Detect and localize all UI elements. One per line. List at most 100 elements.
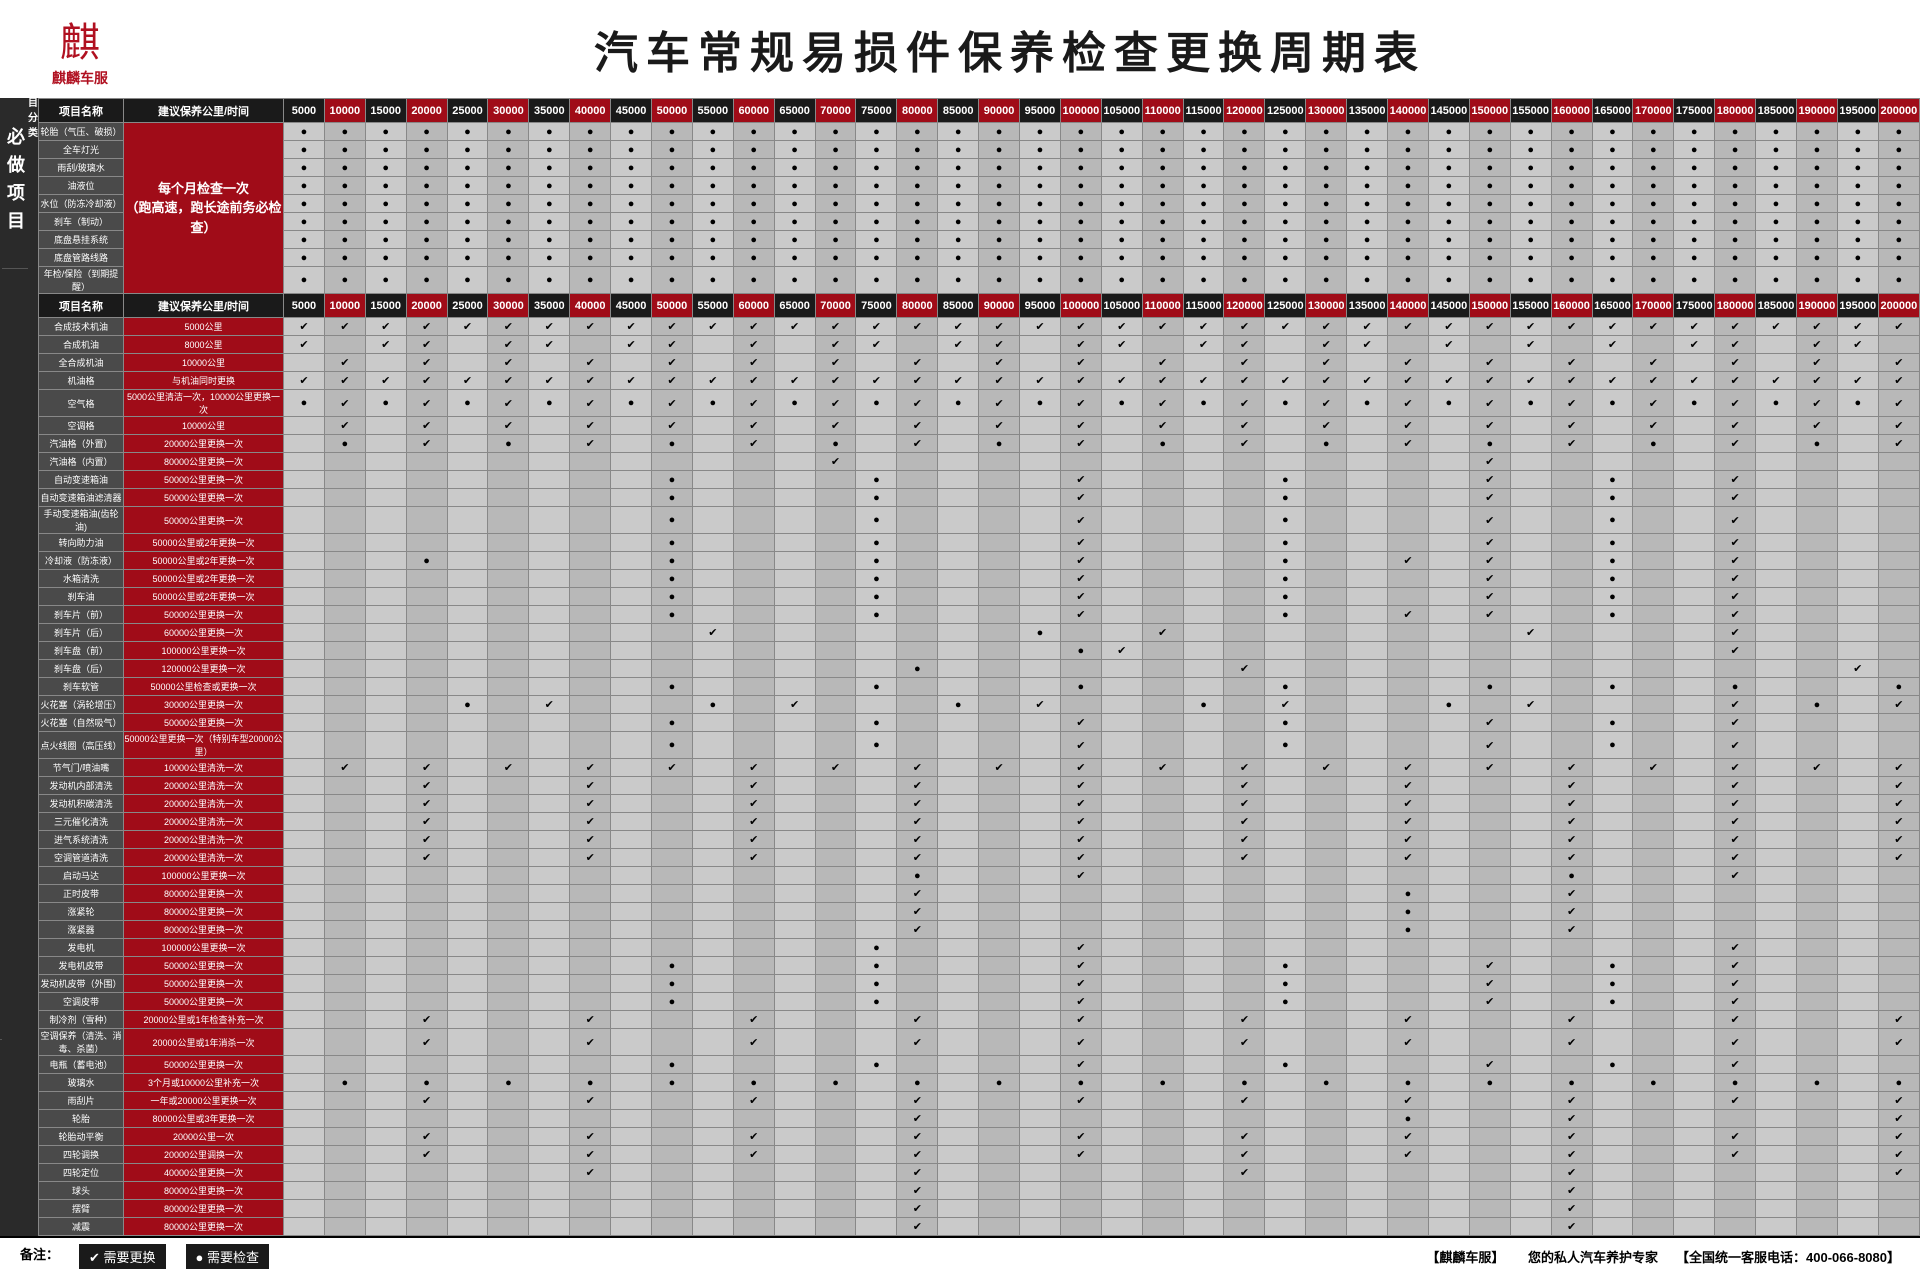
mileage-header: 115000 <box>1183 99 1224 123</box>
mark-cell <box>1347 624 1388 642</box>
mark-cell: ✔ <box>1715 1092 1756 1110</box>
mark-cell <box>1388 534 1429 552</box>
mark-cell <box>1837 606 1878 624</box>
mark-cell <box>1674 1029 1715 1056</box>
mark-cell <box>1510 1011 1551 1029</box>
mark-cell <box>815 957 856 975</box>
mark-cell <box>1837 624 1878 642</box>
mark-cell: ✔ <box>1142 354 1183 372</box>
table-row: 火花塞（涡轮增压）30000公里更换一次●✔●✔●✔●✔●✔✔●✔ <box>39 696 1920 714</box>
mark-cell <box>406 489 447 507</box>
mark-cell <box>979 813 1020 831</box>
mark-cell <box>365 1011 406 1029</box>
item-name: 空调格 <box>39 417 124 435</box>
mark-cell: ✔ <box>1224 660 1265 678</box>
mark-cell <box>1183 435 1224 453</box>
mark-cell <box>815 993 856 1011</box>
mark-cell: ✔ <box>1715 624 1756 642</box>
mark-cell: ● <box>856 249 897 267</box>
mark-cell: ✔ <box>1715 759 1756 777</box>
mark-cell <box>1428 714 1469 732</box>
mark-cell: ✔ <box>1183 318 1224 336</box>
mark-cell <box>611 606 652 624</box>
mark-cell: ✔ <box>1510 318 1551 336</box>
mark-cell <box>1347 642 1388 660</box>
mark-cell <box>447 660 488 678</box>
mark-cell <box>1020 921 1061 939</box>
cat-periodic: 周期项目 <box>0 98 2 1040</box>
mark-cell <box>284 678 325 696</box>
mark-cell <box>1592 1128 1633 1146</box>
mileage-header: 20000 <box>406 99 447 123</box>
mark-cell <box>1388 471 1429 489</box>
mark-cell <box>324 336 365 354</box>
mark-cell: ● <box>1469 141 1510 159</box>
mark-cell <box>938 1182 979 1200</box>
item-name: 启动马达 <box>39 867 124 885</box>
mark-cell <box>324 507 365 534</box>
mark-cell <box>570 552 611 570</box>
mark-cell <box>1592 1011 1633 1029</box>
mark-cell <box>979 453 1020 471</box>
mark-cell <box>1469 1164 1510 1182</box>
mark-cell <box>406 993 447 1011</box>
mark-cell <box>1592 921 1633 939</box>
mark-cell <box>1020 1146 1061 1164</box>
mark-cell: ● <box>1347 159 1388 177</box>
mark-cell <box>611 921 652 939</box>
mark-cell: ✔ <box>1101 642 1142 660</box>
mark-cell <box>1183 642 1224 660</box>
mark-cell <box>1674 1182 1715 1200</box>
mark-cell <box>611 1218 652 1236</box>
mileage-header: 30000 <box>488 99 529 123</box>
mark-cell <box>488 732 529 759</box>
mark-cell: ✔ <box>1469 714 1510 732</box>
mark-cell <box>1592 813 1633 831</box>
mark-cell: ● <box>856 975 897 993</box>
mark-cell <box>1837 1200 1878 1218</box>
mark-cell <box>284 1200 325 1218</box>
mark-cell <box>1183 732 1224 759</box>
mark-cell: ✔ <box>1388 849 1429 867</box>
mark-cell <box>1510 1146 1551 1164</box>
mark-cell <box>1142 678 1183 696</box>
mark-cell <box>856 435 897 453</box>
mark-cell <box>1101 1128 1142 1146</box>
table-row: 全合成机油10000公里✔✔✔✔✔✔✔✔✔✔✔✔✔✔✔✔✔✔✔✔ <box>39 354 1920 372</box>
mileage-header: 10000 <box>324 294 365 318</box>
mark-cell <box>1551 939 1592 957</box>
mark-cell <box>1715 885 1756 903</box>
mark-cell: ● <box>1469 678 1510 696</box>
mark-cell: ● <box>365 177 406 195</box>
mark-cell: ● <box>774 213 815 231</box>
mark-cell <box>1347 975 1388 993</box>
item-name: 冷却液（防冻液） <box>39 552 124 570</box>
mark-cell <box>1674 1146 1715 1164</box>
mark-cell <box>1265 1074 1306 1092</box>
mark-cell: ● <box>1715 195 1756 213</box>
mark-cell <box>1878 1200 1919 1218</box>
mark-cell: ✔ <box>1837 660 1878 678</box>
mark-cell <box>1756 921 1797 939</box>
mark-cell: ✔ <box>1224 1011 1265 1029</box>
mark-cell <box>1388 624 1429 642</box>
mark-cell <box>774 417 815 435</box>
mark-cell: ✔ <box>897 318 938 336</box>
mark-cell <box>1674 1110 1715 1128</box>
mark-cell: ✔ <box>1715 1029 1756 1056</box>
mark-cell: ● <box>1674 141 1715 159</box>
mark-cell <box>1674 1164 1715 1182</box>
mark-cell: ● <box>365 159 406 177</box>
mark-cell <box>1796 552 1837 570</box>
mark-cell <box>1551 534 1592 552</box>
mark-cell: ● <box>529 213 570 231</box>
mark-cell: ✔ <box>1224 435 1265 453</box>
mark-cell <box>774 678 815 696</box>
mark-cell: ● <box>529 390 570 417</box>
mark-cell: ● <box>897 267 938 294</box>
mark-cell: ● <box>856 267 897 294</box>
mark-cell <box>611 1029 652 1056</box>
mark-cell <box>1142 831 1183 849</box>
mark-cell: ● <box>1633 231 1674 249</box>
mark-cell: ● <box>1756 249 1797 267</box>
